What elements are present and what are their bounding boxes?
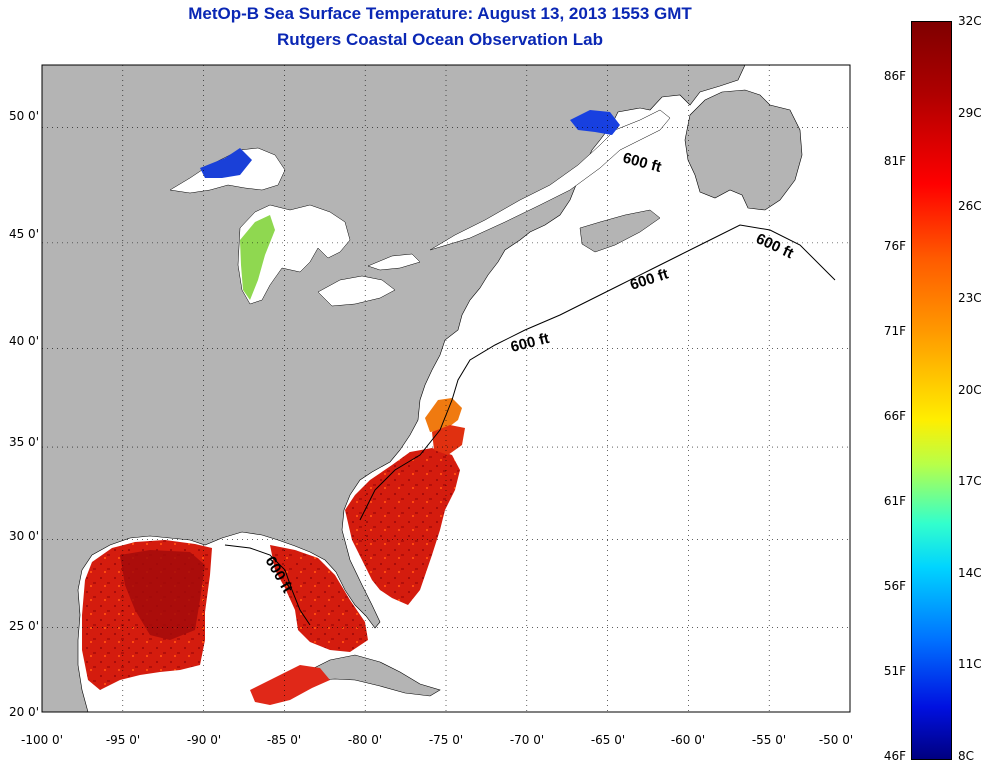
colorbar-f-label: 51F xyxy=(883,664,906,678)
gulf-st-lawrence-sst xyxy=(570,110,620,135)
land-cuba xyxy=(309,654,441,697)
x-tick-label: -55 0' xyxy=(751,733,787,747)
colorbar-c-label: 8C xyxy=(958,749,975,763)
y-tick-label: 40 0' xyxy=(8,334,39,348)
colorbar-c-label: 14C xyxy=(958,566,982,580)
colorbar-f-label: 71F xyxy=(883,324,906,338)
x-tick-label: -50 0' xyxy=(818,733,854,747)
x-tick-label: -75 0' xyxy=(428,733,464,747)
sst-hatteras-warm xyxy=(432,425,465,455)
x-tick-label: -80 0' xyxy=(347,733,383,747)
y-tick-label: 35 0' xyxy=(8,435,39,449)
land-north-america xyxy=(42,65,746,712)
sst-gulf-east xyxy=(270,545,368,652)
sst-gulf-west-hot xyxy=(120,550,205,640)
sst-atlantic-southeast xyxy=(345,448,460,605)
isobath-600ft xyxy=(359,224,836,521)
x-tick-label: -60 0' xyxy=(670,733,706,747)
colorbar-c-label: 11C xyxy=(958,657,982,671)
y-tick-label: 50 0' xyxy=(8,109,39,123)
sst-hatteras xyxy=(425,398,462,432)
colorbar-f-label: 76F xyxy=(883,239,906,253)
colorbar-c-label: 17C xyxy=(958,474,982,488)
colorbar-c-label: 32C xyxy=(958,14,982,28)
land-newfoundland xyxy=(684,89,803,211)
lake-erie-ontario xyxy=(317,253,421,307)
colorbar-f-label: 86F xyxy=(883,69,906,83)
temperature-colorbar xyxy=(911,21,952,760)
x-tick-label: -70 0' xyxy=(509,733,545,747)
colorbar-c-label: 20C xyxy=(958,383,982,397)
land-nova-scotia xyxy=(579,209,661,253)
y-tick-label: 25 0' xyxy=(8,619,39,633)
y-tick-label: 30 0' xyxy=(8,529,39,543)
colorbar-f-label: 61F xyxy=(883,494,906,508)
colorbar-c-label: 26C xyxy=(958,199,982,213)
colorbar-c-label: 23C xyxy=(958,291,982,305)
x-tick-label: -90 0' xyxy=(186,733,222,747)
colorbar-f-label: 66F xyxy=(883,409,906,423)
colorbar-c-label: 29C xyxy=(958,106,982,120)
isobath-600ft-gulf xyxy=(224,544,311,626)
plot-frame xyxy=(41,64,851,713)
map-subtitle: Rutgers Coastal Ocean Observation Lab xyxy=(277,30,603,49)
y-tick-label: 45 0' xyxy=(8,227,39,241)
colorbar-f-label: 46F xyxy=(883,749,906,763)
x-tick-label: -65 0' xyxy=(590,733,626,747)
x-tick-label: -85 0' xyxy=(266,733,302,747)
sst-caribbean xyxy=(250,665,330,705)
sst-map: 600 ft 600 ft 600 ft 600 ft 600 ft xyxy=(41,64,851,713)
st-lawrence xyxy=(429,109,671,251)
colorbar-f-label: 56F xyxy=(883,579,906,593)
x-tick-label: -100 0' xyxy=(21,733,63,747)
lake-sst-mild xyxy=(240,215,275,300)
x-tick-label: -95 0' xyxy=(105,733,141,747)
colorbar-f-label: 81F xyxy=(883,154,906,168)
map-title: MetOp-B Sea Surface Temperature: August … xyxy=(188,4,692,23)
y-tick-label: 20 0' xyxy=(8,705,39,719)
lake-sst-cold xyxy=(200,148,252,178)
